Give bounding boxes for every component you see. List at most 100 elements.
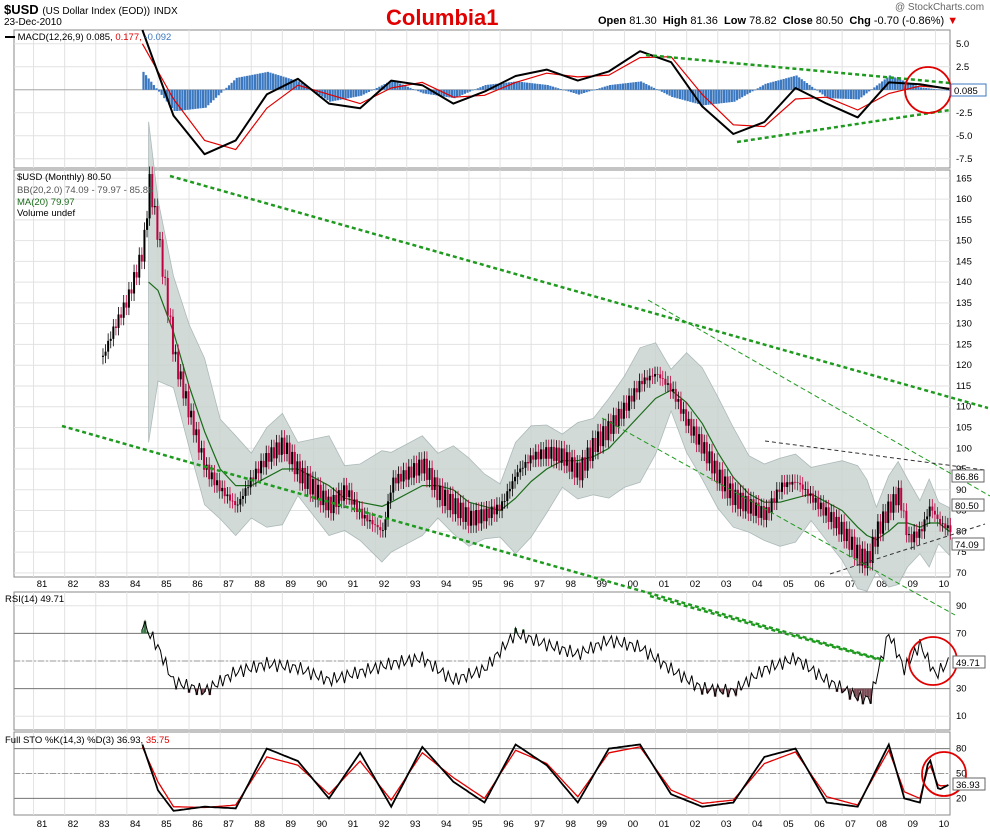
price-candle-body	[192, 410, 195, 436]
price-candle-body	[187, 391, 190, 418]
x-tick-label: 90	[317, 819, 328, 830]
macd-histogram-bar	[808, 84, 811, 90]
open-label: Open	[598, 15, 627, 27]
macd-histogram-bar	[487, 84, 490, 90]
price-legend-volume: Volume undef	[17, 208, 76, 219]
price-candle-body	[793, 481, 796, 483]
price-triangle-top	[764, 440, 986, 471]
price-candle-body	[158, 239, 161, 241]
price-candle-body	[895, 494, 898, 506]
macd-histogram-bar	[842, 89, 845, 99]
macd-histogram-bar	[476, 88, 479, 90]
price-candle-body	[729, 483, 732, 499]
price-tick-label: 140	[956, 277, 972, 288]
x-tick-label: 97	[534, 819, 545, 830]
macd-histogram-bar	[189, 89, 192, 110]
price-candle-body	[749, 499, 752, 514]
macd-histogram-bar	[497, 83, 500, 90]
symbol-header: $USD (US Dollar Index (EOD)) INDX	[4, 2, 178, 17]
x-tick-label: 01	[659, 579, 670, 590]
price-candle-body	[418, 459, 421, 476]
price-candle-body	[692, 426, 695, 436]
price-candle-body	[508, 488, 511, 492]
price-candle-body	[933, 510, 936, 515]
x-tick-label: 88	[254, 579, 265, 590]
price-candle-body	[765, 507, 768, 520]
price-candle-body	[571, 457, 574, 472]
price-candle-body	[666, 383, 669, 385]
price-candle-body	[342, 485, 345, 501]
macd-histogram-bar	[458, 89, 461, 96]
macd-histogram-bar	[777, 80, 780, 90]
signal-legend-value: 0.177,	[115, 32, 142, 43]
price-candle-body	[425, 458, 428, 480]
price-candle-body	[672, 388, 675, 392]
price-candle-body	[314, 479, 317, 500]
price-candle-body	[311, 479, 314, 495]
price-candle-body	[762, 506, 765, 520]
price-candle-body	[863, 548, 866, 569]
price-candle-body	[151, 174, 154, 208]
price-candle-body	[827, 507, 830, 522]
price-candle-body	[236, 504, 239, 506]
x-tick-label: 09	[908, 579, 919, 590]
macd-histogram-bar	[595, 89, 599, 90]
price-candle-body	[161, 239, 164, 277]
price-candle-body	[884, 511, 887, 523]
macd-histogram-bar	[186, 89, 189, 110]
macd-histogram-bar	[619, 83, 622, 90]
macd-histogram-bar	[901, 80, 904, 90]
price-candle-body	[410, 466, 413, 478]
macd-tick-label: -5.0	[956, 131, 972, 142]
price-candle-body	[273, 447, 276, 459]
macd-histogram-bar	[391, 80, 394, 90]
x-tick-label: 93	[410, 579, 421, 590]
macd-histogram-bar	[766, 83, 770, 90]
price-candle-body	[900, 487, 903, 511]
bb-lower-badge: 74.09	[955, 540, 979, 551]
price-candle-body	[939, 518, 942, 525]
macd-histogram-bar	[697, 89, 700, 104]
price-candle-body	[876, 521, 879, 547]
macd-histogram-bar	[868, 89, 871, 92]
price-candle-body	[257, 468, 260, 474]
macd-histogram-bar	[235, 77, 238, 90]
price-candle-body	[327, 496, 330, 511]
price-candle-body	[879, 521, 882, 534]
price-candle-body	[457, 498, 460, 519]
macd-swatch	[5, 36, 15, 39]
macd-histogram-bar	[518, 81, 521, 90]
macd-histogram-bar	[160, 89, 163, 95]
macd-histogram-bar	[728, 89, 731, 103]
price-candle-body	[651, 375, 654, 377]
price-candle-body	[716, 460, 719, 484]
macd-histogram-bar	[557, 88, 560, 90]
macd-histogram-bar	[274, 74, 277, 90]
price-candle-body	[112, 326, 115, 339]
price-candle-body	[228, 494, 231, 501]
macd-histogram-bar	[525, 82, 529, 90]
price-candle-body	[247, 487, 250, 489]
price-candle-body	[138, 254, 141, 278]
x-tick-label: 85	[161, 819, 172, 830]
macd-histogram-bar	[652, 87, 656, 90]
price-candle-body	[337, 490, 340, 507]
macd-histogram-bar	[839, 89, 842, 99]
price-candle-body	[780, 482, 783, 492]
macd-histogram-bar	[453, 89, 456, 99]
price-candle-body	[628, 395, 631, 411]
price-candle-body	[622, 402, 625, 419]
macd-histogram-bar	[178, 89, 181, 111]
chart-date: 23-Dec-2010	[4, 17, 62, 28]
macd-histogram-bar	[147, 78, 150, 90]
price-tick-label: 100	[956, 443, 972, 454]
price-candle-body	[179, 371, 182, 380]
macd-histogram-bar	[608, 85, 612, 90]
macd-histogram-bar	[230, 82, 233, 90]
macd-histogram-bar	[741, 89, 744, 98]
sto-tick-label: 20	[956, 793, 967, 804]
price-legend-bb: BB(20,2.0) 74.09 - 79.97 - 85.86	[17, 185, 154, 196]
macd-histogram-bar	[948, 89, 951, 91]
macd-histogram-bar	[800, 79, 803, 90]
price-candle-body	[389, 492, 392, 502]
